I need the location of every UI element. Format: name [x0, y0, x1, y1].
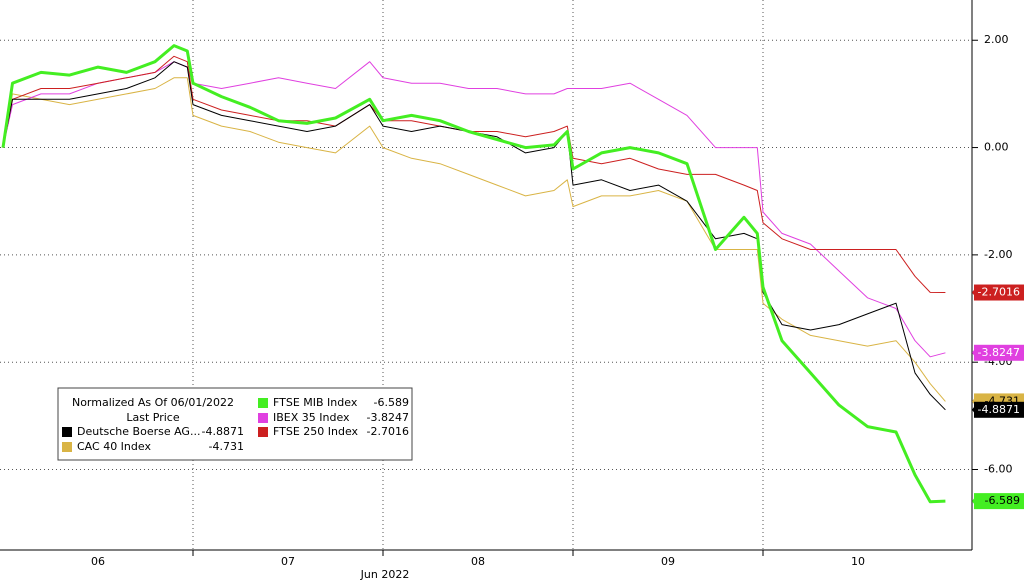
x-tick-label: 07: [281, 555, 295, 568]
last-value-pointer: [972, 348, 975, 357]
legend-swatch: [62, 427, 72, 437]
legend-value: -2.7016: [367, 425, 409, 438]
series-line: [2, 77, 946, 402]
series-line: [2, 61, 946, 358]
legend-label: Deutsche Boerse AG...: [77, 425, 200, 438]
series-line: [2, 61, 946, 411]
last-value-pointer: [972, 288, 975, 297]
y-tick-label: -6.00: [984, 463, 1012, 476]
legend-swatch: [258, 427, 268, 437]
last-value-label: -6.589: [985, 494, 1020, 507]
legend-swatch: [258, 413, 268, 423]
x-axis-label: Jun 2022: [360, 568, 410, 581]
last-value-box: [974, 284, 1024, 301]
last-value-box: [974, 493, 1024, 510]
last-value-pointer: [972, 405, 975, 414]
series-line: [2, 55, 946, 293]
legend-label: IBEX 35 Index: [273, 411, 350, 424]
last-value-box: [974, 344, 1024, 361]
y-tick-label: 0.00: [984, 141, 1009, 154]
legend-swatch: [258, 398, 268, 408]
legend-label: CAC 40 Index: [77, 440, 151, 453]
x-tick-label: 09: [661, 555, 675, 568]
legend-subtitle: Last Price: [126, 411, 179, 424]
x-tick-label: 06: [91, 555, 105, 568]
y-tick-label: -2.00: [984, 248, 1012, 261]
legend-value: -3.8247: [367, 411, 409, 424]
last-value-label: -4.8871: [978, 403, 1020, 416]
legend-value: -4.8871: [202, 425, 244, 438]
y-tick-label: 2.00: [984, 33, 1009, 46]
last-value-pointer: [972, 497, 975, 506]
last-value-label: -2.7016: [978, 286, 1020, 299]
legend-swatch: [62, 442, 72, 452]
legend-box: [57, 387, 413, 461]
x-tick-label: 10: [851, 555, 865, 568]
series-line: [1, 44, 946, 504]
last-value-box: [974, 401, 1024, 418]
legend-value: -4.731: [209, 440, 244, 453]
legend-title: Normalized As Of 06/01/2022: [72, 396, 234, 409]
legend-label: FTSE MIB Index: [273, 396, 358, 409]
last-value-label: -3.8247: [978, 346, 1020, 359]
legend-label: FTSE 250 Index: [273, 425, 359, 438]
x-tick-label: 08: [471, 555, 485, 568]
legend-value: -6.589: [374, 396, 409, 409]
